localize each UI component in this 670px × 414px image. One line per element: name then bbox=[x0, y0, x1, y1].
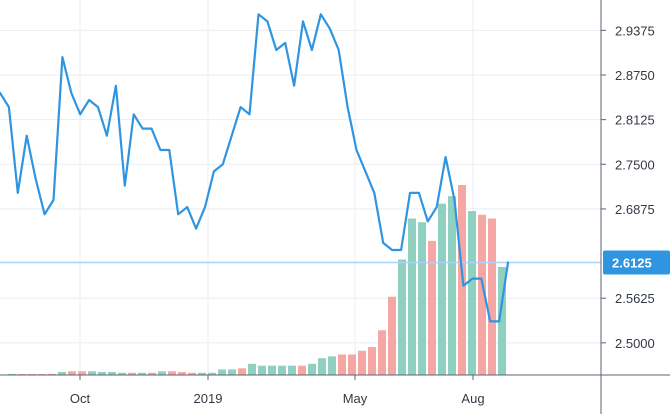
volume-bar bbox=[158, 371, 166, 375]
volume-bar bbox=[248, 363, 256, 375]
volume-bar bbox=[478, 214, 486, 375]
volume-bar bbox=[68, 371, 76, 375]
volume-bar bbox=[48, 373, 56, 375]
y-axis-ticks: 2.9375 2.8750 2.8125 2.7500 2.6875 2.5625 2.50… bbox=[601, 23, 655, 351]
x-tick-label: 2019 bbox=[194, 391, 223, 406]
volume-bar bbox=[418, 222, 426, 375]
volume-bar bbox=[178, 372, 186, 375]
volume-bar bbox=[98, 372, 106, 375]
volume-bar bbox=[358, 350, 366, 375]
volume-bar bbox=[498, 266, 506, 375]
volume-bar bbox=[488, 218, 496, 375]
volume-bar bbox=[128, 372, 136, 375]
price-line-series bbox=[0, 13, 510, 323]
volume-bar bbox=[438, 203, 446, 375]
volume-bar bbox=[88, 371, 96, 375]
x-tick-label: May bbox=[343, 391, 368, 406]
volume-bar bbox=[278, 365, 286, 375]
volume-bar bbox=[108, 372, 116, 375]
volume-bar bbox=[468, 211, 476, 375]
volume-bar bbox=[148, 372, 156, 375]
volume-bar bbox=[238, 368, 246, 375]
volume-bar bbox=[428, 240, 436, 375]
volume-bar bbox=[378, 330, 386, 375]
volume-bar bbox=[398, 259, 406, 375]
grid bbox=[0, 0, 601, 375]
y-tick-label: 2.9375 bbox=[615, 23, 655, 38]
x-tick-label: Oct bbox=[70, 391, 91, 406]
volume-bar bbox=[188, 372, 196, 375]
volume-bar bbox=[208, 372, 216, 375]
x-axis-ticks: Oct 2019 May Aug bbox=[70, 375, 485, 406]
last-price-tag: 2.6125 bbox=[603, 250, 670, 275]
y-tick-label: 2.8750 bbox=[615, 68, 655, 83]
last-price-tag-background bbox=[603, 250, 670, 275]
volume-bar bbox=[308, 363, 316, 375]
x-tick-label: Aug bbox=[461, 391, 484, 406]
volume-bar bbox=[258, 365, 266, 375]
volume-bar bbox=[448, 196, 456, 375]
volume-bars bbox=[8, 185, 506, 375]
volume-bar bbox=[328, 356, 336, 375]
volume-bar bbox=[298, 365, 306, 375]
volume-bar bbox=[8, 373, 16, 375]
y-tick-label: 2.6875 bbox=[615, 202, 655, 217]
volume-bar bbox=[348, 354, 356, 375]
volume-bar bbox=[218, 369, 226, 375]
last-price-label: 2.6125 bbox=[612, 256, 652, 271]
volume-bar bbox=[268, 365, 276, 375]
volume-bar bbox=[168, 371, 176, 375]
volume-bar bbox=[78, 371, 86, 375]
volume-bar bbox=[228, 369, 236, 375]
price-series bbox=[0, 13, 510, 323]
y-tick-label: 2.8125 bbox=[615, 113, 655, 128]
y-tick-label: 2.7500 bbox=[615, 157, 655, 172]
volume-bar bbox=[118, 372, 126, 375]
volume-bar bbox=[138, 372, 146, 375]
volume-bar bbox=[388, 296, 396, 375]
volume-bar bbox=[288, 365, 296, 375]
volume-bar bbox=[318, 358, 326, 375]
volume-bar bbox=[58, 372, 66, 375]
volume-bar bbox=[368, 347, 376, 375]
y-tick-label: 2.5000 bbox=[615, 336, 655, 351]
volume-bar bbox=[338, 354, 346, 375]
volume-bar bbox=[408, 218, 416, 375]
volume-bar bbox=[198, 372, 206, 375]
y-tick-label: 2.5625 bbox=[615, 291, 655, 306]
